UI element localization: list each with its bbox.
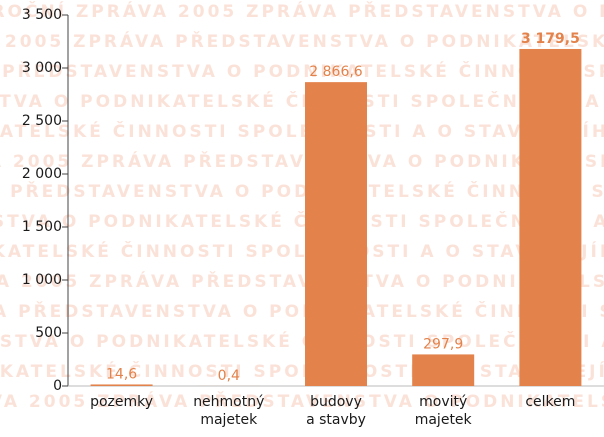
watermark: VÝROČNÍ ZPRÁVA 2005 ZPRÁVA PŘEDSTAVENSTV…	[0, 360, 604, 382]
y-tick-label: 3 500	[22, 7, 62, 23]
bar	[412, 354, 475, 386]
y-tick-label: 1 500	[22, 219, 62, 235]
watermark: VÝROČNÍ ZPRÁVA 2005 ZPRÁVA PŘEDSTAVENSTV…	[0, 120, 604, 142]
value-label: 2 866,6	[309, 64, 363, 80]
watermark: VÝROČNÍ ZPRÁVA 2005 ZPRÁVA PŘEDSTAVENSTV…	[0, 90, 604, 112]
y-tick-label: 3 000	[22, 60, 62, 76]
x-tick-line: budovy	[310, 394, 362, 410]
x-tick-line: movitý	[419, 394, 467, 410]
bar	[90, 384, 153, 386]
x-tick-line: majetek	[415, 412, 473, 428]
value-label: 297,9	[423, 336, 463, 352]
watermark: VÝROČNÍ ZPRÁVA 2005 ZPRÁVA PŘEDSTAVENSTV…	[0, 180, 604, 202]
x-tick-line: majetek	[200, 412, 258, 428]
watermark: VÝROČNÍ ZPRÁVA 2005 ZPRÁVA PŘEDSTAVENSTV…	[0, 60, 604, 82]
watermark: VÝROČNÍ ZPRÁVA 2005 ZPRÁVA PŘEDSTAVENSTV…	[0, 270, 604, 292]
y-tick-label: 1 000	[22, 272, 62, 288]
bar	[519, 48, 582, 387]
x-tick-label: movitý majetek	[415, 394, 473, 428]
watermark: VÝROČNÍ ZPRÁVA 2005 ZPRÁVA PŘEDSTAVENSTV…	[0, 330, 604, 352]
watermark: VÝROČNÍ ZPRÁVA 2005 ZPRÁVA PŘEDSTAVENSTV…	[0, 390, 604, 412]
x-tick-label: nehmotný majetek	[193, 394, 264, 428]
value-label: 14,6	[106, 366, 137, 382]
x-tick-line: pozemky	[90, 394, 153, 410]
x-tick-label: pozemky	[90, 394, 153, 410]
watermark: VÝROČNÍ ZPRÁVA 2005 ZPRÁVA PŘEDSTAVENSTV…	[0, 210, 604, 232]
y-tick-label: 500	[35, 325, 62, 341]
y-tick-label: 0	[53, 378, 62, 394]
bar	[305, 82, 367, 386]
watermark: VÝROČNÍ ZPRÁVA 2005 ZPRÁVA PŘEDSTAVENSTV…	[0, 0, 604, 22]
value-label: 3 179,5	[521, 31, 580, 47]
y-tick-label: 2 500	[22, 113, 62, 129]
x-tick-label: celkem	[525, 394, 575, 410]
y-tick-label: 2 000	[22, 166, 62, 182]
watermark: VÝROČNÍ ZPRÁVA 2005 ZPRÁVA PŘEDSTAVENSTV…	[0, 30, 604, 52]
x-tick-label: budovy a stavby	[306, 394, 366, 428]
watermark: VÝROČNÍ ZPRÁVA 2005 ZPRÁVA PŘEDSTAVENSTV…	[0, 240, 604, 262]
x-tick-line: a stavby	[306, 412, 366, 428]
watermark: VÝROČNÍ ZPRÁVA 2005 ZPRÁVA PŘEDSTAVENSTV…	[0, 150, 604, 172]
x-tick-line: celkem	[525, 394, 575, 410]
x-tick-line: nehmotný	[193, 394, 264, 410]
value-label: 0,4	[218, 368, 240, 384]
watermark: VÝROČNÍ ZPRÁVA 2005 ZPRÁVA PŘEDSTAVENSTV…	[0, 300, 604, 322]
